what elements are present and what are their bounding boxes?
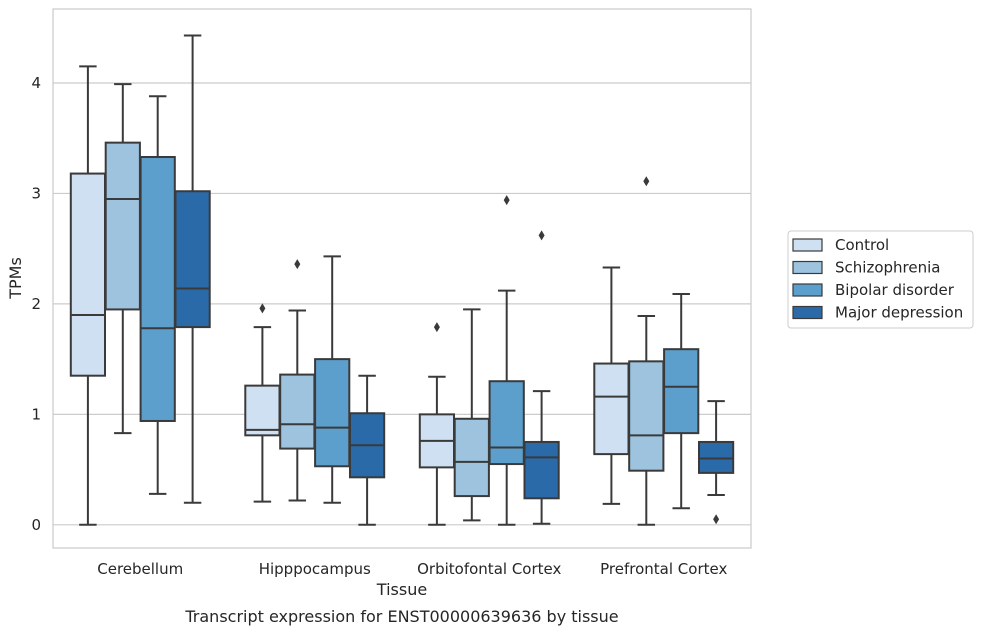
x-tick-label: Prefrontal Cortex xyxy=(600,560,727,578)
x-axis-label: Tissue xyxy=(376,580,427,599)
y-tick-label: 3 xyxy=(31,184,41,202)
legend-swatch xyxy=(792,305,823,320)
legend-label: Schizophrenia xyxy=(835,259,940,277)
box xyxy=(69,172,107,377)
box xyxy=(244,384,281,437)
x-tick-label: Orbitofontal Cortex xyxy=(417,560,561,578)
y-tick-label: 2 xyxy=(31,295,41,313)
legend-swatch xyxy=(792,283,823,297)
outlier-point xyxy=(294,259,301,270)
box xyxy=(453,417,490,498)
legend-swatch xyxy=(792,238,823,252)
legend-swatch xyxy=(792,260,823,275)
y-tick-label: 1 xyxy=(31,405,41,423)
y-axis-label: TPMs xyxy=(6,257,25,300)
outlier-point xyxy=(713,514,720,525)
box-series-group xyxy=(69,34,735,526)
legend: Control Schizophrenia Bipolar disorder Majo… xyxy=(787,230,974,329)
y-tick-label: 0 xyxy=(31,516,41,534)
box xyxy=(279,373,316,450)
plot-area-frame xyxy=(52,8,752,549)
x-tick-label: Cerebellum xyxy=(97,560,183,578)
outlier-point xyxy=(643,176,650,187)
box xyxy=(104,141,141,311)
box xyxy=(488,380,525,466)
x-tick-labels: Cerebellum Hipppocampus Orbitofontal Corte… xyxy=(97,560,727,578)
legend-label: Bipolar disorder xyxy=(835,281,955,299)
box xyxy=(593,362,630,456)
box xyxy=(697,440,735,474)
box xyxy=(523,440,560,500)
outlier-point xyxy=(259,303,266,314)
box xyxy=(139,156,176,422)
legend-frame xyxy=(787,230,974,329)
x-tick-label: Hipppocampus xyxy=(259,560,371,578)
legend-label: Major depression xyxy=(835,304,963,322)
box xyxy=(628,360,665,472)
box xyxy=(663,348,700,435)
box xyxy=(174,190,211,329)
y-tick-label: 4 xyxy=(31,74,41,92)
outlier-point xyxy=(538,230,545,241)
chart-caption: Transcript expression for ENST0000063963… xyxy=(184,607,618,626)
outlier-point xyxy=(433,322,440,333)
y-tick-labels: 0 1 2 3 4 xyxy=(31,74,41,534)
box xyxy=(314,358,351,468)
outlier-point xyxy=(503,195,510,206)
legend-label: Control xyxy=(835,236,889,254)
